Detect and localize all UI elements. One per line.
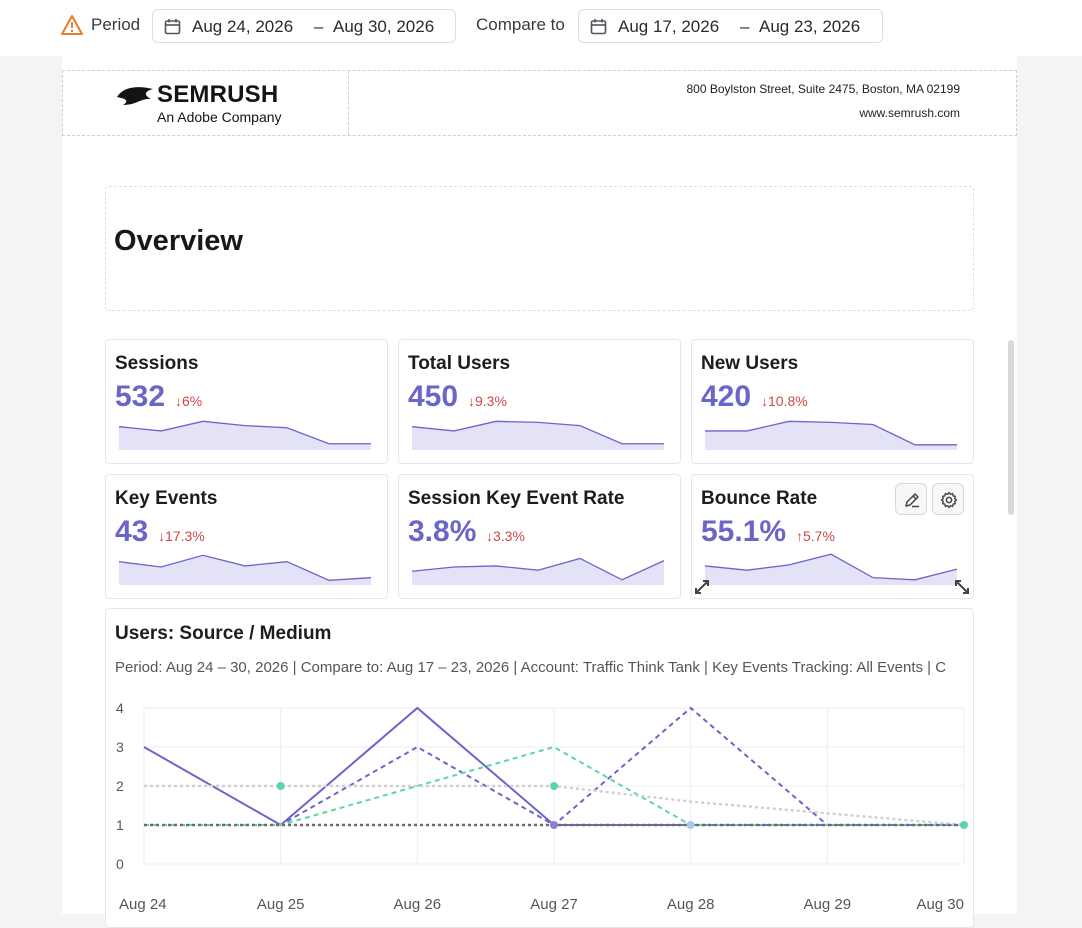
warning-icon bbox=[61, 15, 83, 35]
sparkline-area bbox=[412, 421, 664, 450]
metric-delta: ↓17.3% bbox=[158, 528, 205, 544]
metric-card[interactable]: Bounce Rate 55.1% ↑5.7% bbox=[691, 474, 974, 599]
x-tick-label: Aug 25 bbox=[257, 896, 305, 913]
y-tick-label: 1 bbox=[116, 817, 124, 833]
metric-delta: ↓10.8% bbox=[761, 393, 808, 409]
period-end-date[interactable]: Aug 30, 2026 bbox=[333, 17, 435, 36]
sparkline-area bbox=[705, 554, 957, 585]
metric-title: Sessions bbox=[115, 353, 199, 374]
metric-title: Key Events bbox=[115, 488, 218, 509]
metric-card[interactable]: New Users 420 ↓10.8% bbox=[691, 339, 974, 464]
metric-delta: ↓3.3% bbox=[486, 528, 525, 544]
sparkline-area bbox=[119, 555, 371, 585]
sparkline-line bbox=[704, 553, 958, 581]
x-tick-label: Aug 29 bbox=[804, 896, 852, 913]
x-tick-label: Aug 24 bbox=[119, 896, 167, 913]
brand-name: SEMRUSH bbox=[157, 81, 279, 108]
sparkline-line bbox=[411, 420, 664, 445]
date-separator: – bbox=[314, 17, 324, 36]
report-page: SEMRUSH An Adobe Company 800 Boylston St… bbox=[62, 56, 1017, 928]
sparkline-area bbox=[412, 558, 664, 585]
semrush-flame-icon bbox=[117, 87, 153, 105]
metric-delta: ↓9.3% bbox=[468, 393, 507, 409]
data-point bbox=[550, 782, 558, 790]
sparkline-line bbox=[411, 557, 665, 581]
metric-card[interactable]: Key Events 43 ↓17.3% bbox=[105, 474, 388, 599]
overview-section: Overview bbox=[105, 186, 974, 311]
sparkline bbox=[411, 557, 665, 585]
x-tick-label: Aug 27 bbox=[530, 896, 578, 913]
chart-title: Users: Source / Medium bbox=[115, 623, 332, 644]
metric-value: 43 bbox=[115, 515, 149, 548]
data-point bbox=[686, 821, 695, 829]
metric-card[interactable]: Session Key Event Rate 3.8% ↓3.3% bbox=[398, 474, 681, 599]
sparkline-line bbox=[118, 420, 371, 445]
sparkline-area bbox=[119, 421, 371, 450]
data-point bbox=[276, 782, 285, 790]
sparkline-line bbox=[705, 420, 957, 446]
company-website: www.semrush.com bbox=[859, 106, 960, 120]
metric-value: 450 bbox=[408, 380, 459, 413]
metric-title: Total Users bbox=[408, 353, 511, 374]
x-tick-label: Aug 30 bbox=[916, 896, 964, 913]
calendar-icon bbox=[590, 19, 607, 35]
calendar-icon bbox=[164, 19, 181, 35]
gear-icon bbox=[940, 491, 958, 509]
brand-subtitle: An Adobe Company bbox=[157, 109, 282, 125]
sparkline bbox=[118, 420, 371, 450]
compare-end-date[interactable]: Aug 23, 2026 bbox=[759, 17, 861, 36]
sparkline bbox=[704, 553, 958, 585]
page-title: Overview bbox=[114, 225, 243, 257]
chart-subtitle: Period: Aug 24 – 30, 2026 | Compare to: … bbox=[115, 659, 947, 676]
series-line-2 bbox=[144, 745, 964, 826]
resize-handle-left-icon[interactable] bbox=[694, 579, 710, 595]
sparkline bbox=[411, 420, 664, 450]
users-source-medium-chart: Users: Source / Medium Period: Aug 24 – … bbox=[105, 608, 974, 928]
letterhead-divider bbox=[348, 71, 349, 135]
metric-card[interactable]: Total Users 450 ↓9.3% bbox=[398, 339, 681, 464]
period-date-range[interactable]: Aug 24, 2026 – Aug 30, 2026 bbox=[152, 9, 456, 43]
toolbar: Period Aug 24, 2026 – Aug 30, 2026 Compa… bbox=[0, 0, 1082, 56]
resize-handle-right-icon[interactable] bbox=[954, 579, 970, 595]
x-tick-label: Aug 26 bbox=[394, 896, 442, 913]
edit-button[interactable] bbox=[895, 483, 927, 515]
sparkline bbox=[118, 554, 372, 585]
compare-date-range[interactable]: Aug 17, 2026 – Aug 23, 2026 bbox=[578, 9, 883, 43]
y-tick-label: 3 bbox=[116, 739, 124, 755]
y-tick-label: 2 bbox=[116, 778, 124, 794]
sparkline-line bbox=[118, 554, 372, 581]
x-tick-label: Aug 28 bbox=[667, 896, 715, 913]
metric-title: Session Key Event Rate bbox=[408, 488, 625, 509]
y-tick-label: 0 bbox=[116, 856, 124, 872]
pencil-icon bbox=[905, 493, 919, 508]
data-point bbox=[550, 821, 558, 829]
metric-value: 55.1% bbox=[701, 515, 787, 548]
metric-value: 420 bbox=[701, 380, 752, 413]
page-scrollbar[interactable] bbox=[1008, 340, 1014, 515]
date-separator: – bbox=[740, 17, 750, 36]
period-start-date[interactable]: Aug 24, 2026 bbox=[192, 17, 294, 36]
sparkline bbox=[705, 420, 957, 450]
compare-label: Compare to bbox=[476, 15, 565, 34]
metric-value: 3.8% bbox=[408, 515, 477, 548]
data-point bbox=[960, 821, 968, 829]
metric-card[interactable]: Sessions 532 ↓6% bbox=[105, 339, 388, 464]
company-address: 800 Boylston Street, Suite 2475, Boston,… bbox=[686, 82, 960, 96]
metric-delta: ↑5.7% bbox=[796, 528, 835, 544]
compare-start-date[interactable]: Aug 17, 2026 bbox=[618, 17, 720, 36]
sparkline-area bbox=[705, 421, 957, 450]
metric-title: New Users bbox=[701, 353, 799, 374]
period-label: Period bbox=[91, 15, 141, 34]
metric-value: 532 bbox=[115, 380, 166, 413]
settings-button[interactable] bbox=[932, 483, 964, 515]
metric-title: Bounce Rate bbox=[701, 488, 818, 509]
line-chart: 0 1 2 3 4 Aug 24 Aug 25 Aug 26 Aug 27 Aug 28 Aug 2… bbox=[116, 700, 968, 913]
y-tick-label: 4 bbox=[116, 700, 124, 716]
letterhead: SEMRUSH An Adobe Company 800 Boylston St… bbox=[62, 70, 1017, 136]
metric-delta: ↓6% bbox=[175, 393, 203, 409]
